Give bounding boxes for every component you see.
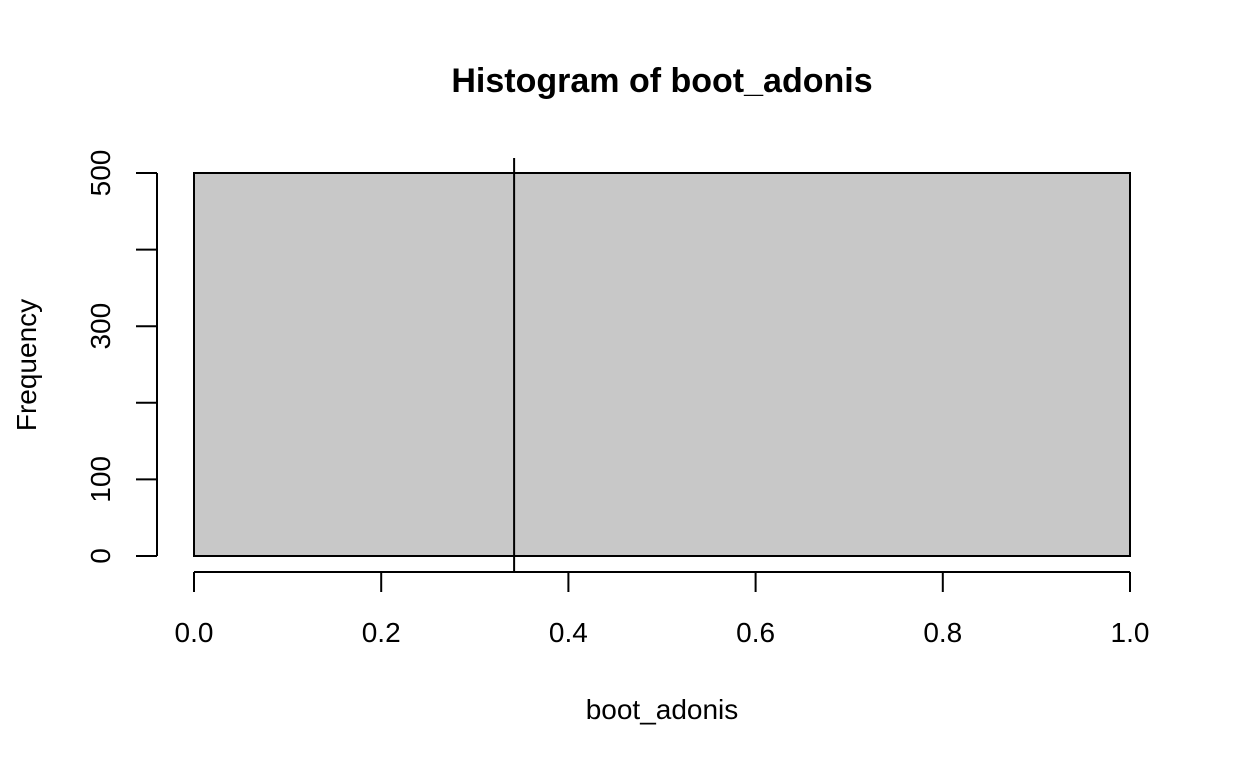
x-tick-label-1: 0.2 xyxy=(362,617,401,648)
x-axis-label: boot_adonis xyxy=(586,694,739,725)
y-axis: 0 100 300 500 xyxy=(85,150,158,564)
y-tick-label-1: 100 xyxy=(85,456,116,503)
x-tick-label-4: 0.8 xyxy=(923,617,962,648)
y-tick-label-5: 500 xyxy=(85,150,116,197)
x-tick-label-5: 1.0 xyxy=(1111,617,1150,648)
bars-layer xyxy=(193,172,1131,557)
x-tick-label-0: 0.0 xyxy=(175,617,214,648)
x-axis: 0.0 0.2 0.4 0.6 0.8 1.0 xyxy=(175,571,1150,648)
y-axis-label: Frequency xyxy=(11,299,42,431)
y-tick-label-3: 300 xyxy=(85,303,116,350)
chart-title: Histogram of boot_adonis xyxy=(451,62,872,100)
y-tick-label-0: 0 xyxy=(85,548,116,564)
histogram-bar-0 xyxy=(193,172,1131,557)
x-tick-label-2: 0.4 xyxy=(549,617,588,648)
x-tick-label-3: 0.6 xyxy=(736,617,775,648)
